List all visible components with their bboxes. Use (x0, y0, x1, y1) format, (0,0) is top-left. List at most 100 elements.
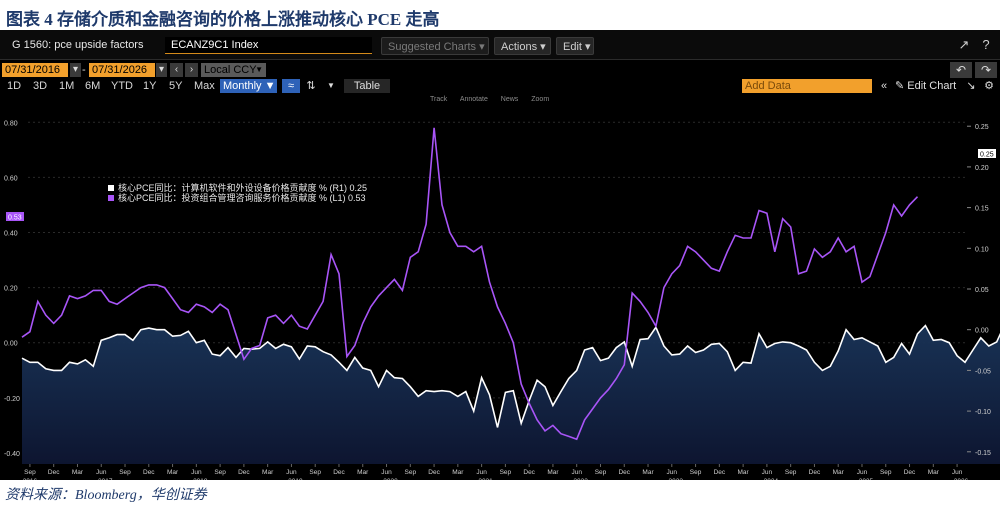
legend-swatch-white (108, 185, 114, 191)
x-tick-label: Dec (143, 469, 155, 476)
chart-style-icon[interactable]: ↘ (966, 80, 976, 92)
legend-label-white: 核心PCE同比：计算机软件和外设设备价格贡献度 % (R1) 0.25 (118, 182, 367, 193)
zoom-tool[interactable]: Zoom (531, 96, 550, 103)
right-tick-label: 0.15 (975, 206, 989, 213)
period-ytd[interactable]: YTD (111, 80, 133, 92)
chevron-down-icon: ▾ (585, 41, 591, 53)
x-year-label: 2023 (669, 478, 684, 480)
period-max[interactable]: Max (194, 80, 215, 92)
right-tick-label: 0.00 (975, 328, 989, 335)
news-tool[interactable]: News (500, 96, 519, 103)
right-tick-label: -0.15 (975, 450, 991, 457)
redo-icon[interactable]: ↷ (975, 62, 997, 78)
x-tick-label: Jun (952, 469, 963, 476)
pce-chart[interactable]: -0.40-0.200.000.200.400.600.80 -0.15-0.1… (0, 94, 1000, 480)
x-axis-ticks: 2016 Sep Dec 2017 Mar Jun Sep Dec 2018 Mar Jun Sep D… (23, 464, 969, 480)
chevron-down-icon: ▾ (479, 41, 485, 53)
chart-type-dropdown-icon[interactable]: ▼ (327, 81, 335, 90)
right-tick-label: 0.10 (975, 246, 989, 253)
next-period-icon[interactable]: › (185, 63, 198, 77)
x-tick-label: Jun (191, 469, 202, 476)
period-6m[interactable]: 6M (85, 80, 101, 92)
currency-label: Local CCY (204, 64, 257, 76)
x-tick-label: Sep (119, 469, 131, 476)
chevron-down-icon: ▾ (540, 41, 546, 53)
track-tool[interactable]: Track (430, 96, 448, 103)
x-tick-label: Mar (167, 469, 179, 476)
bloomberg-terminal-window: G 1560: pce upside factors ECANZ9C1 Inde… (0, 30, 1000, 480)
suggested-charts-label: Suggested Charts (388, 41, 477, 53)
ticker-input[interactable]: ECANZ9C1 Index (165, 37, 372, 54)
line-chart-icon[interactable]: ≈ (282, 79, 300, 93)
function-title: G 1560: pce upside factors (12, 39, 144, 51)
x-tick-label: Mar (357, 469, 369, 476)
chevron-down-icon: ▼ (255, 65, 263, 74)
x-tick-label: Sep (595, 469, 607, 476)
annotate-tool[interactable]: Annotate (459, 96, 488, 103)
actions-button[interactable]: Actions ▾ (494, 37, 551, 55)
x-tick-label: Jun (286, 469, 297, 476)
x-year-label: 2021 (478, 478, 493, 480)
left-tick-label: 0.60 (4, 175, 18, 182)
x-tick-label: Dec (333, 469, 345, 476)
end-date-input[interactable]: 07/31/2026 (89, 63, 155, 77)
period-1d[interactable]: 1D (7, 80, 22, 92)
x-year-label: 2018 (193, 478, 208, 480)
chevron-down-icon: ▼ (264, 80, 276, 92)
date-separator: - (82, 64, 86, 76)
collapse-icon[interactable]: « (880, 80, 888, 92)
help-icon[interactable]: ? (982, 37, 990, 52)
last-value-purple: 0.53 (8, 215, 22, 222)
x-tick-label: Jun (857, 469, 868, 476)
x-tick-label: Mar (547, 469, 559, 476)
end-date-calendar-button[interactable]: ▾ (156, 63, 167, 77)
x-tick-label: Mar (833, 469, 845, 476)
x-year-label: 2024 (764, 478, 779, 480)
sort-icon[interactable]: ⇅ (306, 80, 316, 92)
add-data-input[interactable]: Add Data (742, 79, 872, 93)
currency-select[interactable]: Local CCY ▼ (201, 63, 266, 77)
right-tick-label: 0.25 (975, 124, 989, 131)
x-tick-label: Jun (762, 469, 773, 476)
source-note: 资料来源：Bloomberg，华创证券 (5, 488, 207, 503)
x-tick-label: Mar (72, 469, 84, 476)
period-5y[interactable]: 5Y (169, 80, 183, 92)
period-1m[interactable]: 1M (59, 80, 75, 92)
edit-chart-button[interactable]: ✎ Edit Chart (895, 79, 956, 93)
period-3d[interactable]: 3D (33, 80, 48, 92)
x-tick-label: Mar (262, 469, 274, 476)
undo-icon[interactable]: ↶ (950, 62, 972, 78)
x-tick-label: Sep (214, 469, 226, 476)
frequency-select[interactable]: Monthly ▼ (220, 79, 277, 93)
start-date-input[interactable]: 07/31/2016 (2, 63, 68, 77)
edit-label: Edit (563, 41, 582, 53)
x-tick-label: Sep (785, 469, 797, 476)
table-button[interactable]: Table (344, 79, 390, 93)
right-tick-label: -0.05 (975, 368, 991, 375)
right-axis-ticks: -0.15 -0.10 -0.05 0.00 0.05 0.10 0.15 0.20 0.25 (967, 124, 991, 457)
x-tick-label: Dec (714, 469, 726, 476)
right-tick-label: 0.20 (975, 165, 989, 172)
left-tick-label: 0.20 (4, 286, 18, 293)
export-icon[interactable]: ↗ (958, 37, 970, 52)
series-white-area (22, 325, 1000, 464)
last-value-tags: 0.53 0.25 (6, 149, 996, 222)
prev-period-icon[interactable]: ‹ (170, 63, 183, 77)
x-year-label: 2020 (383, 478, 398, 480)
series-white-line (21, 324, 1000, 428)
period-1y[interactable]: 1Y (143, 80, 157, 92)
pencil-icon: ✎ (895, 80, 905, 92)
x-tick-label: Dec (238, 469, 250, 476)
x-year-label: 2019 (288, 478, 303, 480)
x-tick-label: Jun (667, 469, 678, 476)
edit-button[interactable]: Edit ▾ (556, 37, 594, 55)
right-tick-label: -0.10 (975, 409, 991, 416)
gear-icon[interactable]: ⚙ (984, 80, 994, 92)
x-year-label: 2016 (23, 478, 38, 480)
x-tick-label: Mar (642, 469, 654, 476)
suggested-charts-button[interactable]: Suggested Charts ▾ (381, 37, 489, 55)
x-tick-label: Dec (428, 469, 440, 476)
start-date-calendar-button[interactable]: ▾ (70, 63, 81, 77)
last-value-tag-purple (6, 212, 24, 221)
left-tick-label: 0.80 (4, 120, 18, 127)
